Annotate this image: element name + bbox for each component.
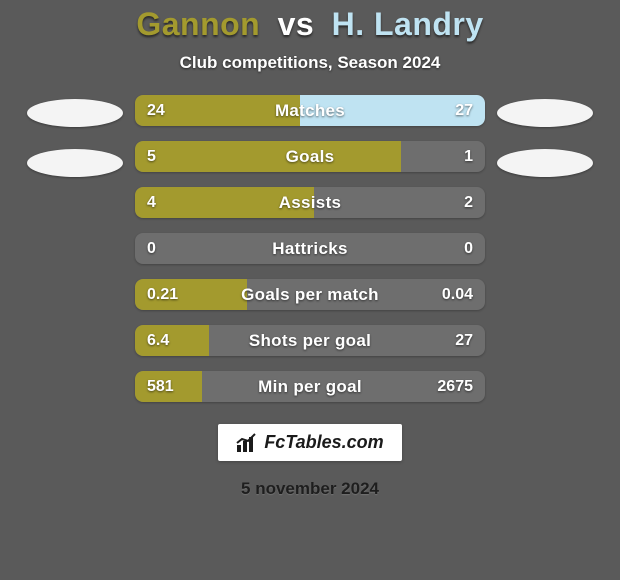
stats-area: 24Matches27 5Goals1 4Assists2 0Hattricks0 0.… <box>0 95 620 402</box>
stat-bar: 0Hattricks0 <box>135 233 485 264</box>
stat-right-value: 0.04 <box>442 279 473 310</box>
stat-label: Assists <box>135 187 485 218</box>
stat-label: Shots per goal <box>135 325 485 356</box>
stat-bar: 24Matches27 <box>135 95 485 126</box>
title: Gannon vs H. Landry <box>136 6 483 43</box>
chart-icon <box>236 433 258 453</box>
stat-label: Min per goal <box>135 371 485 402</box>
player-oval <box>497 149 593 177</box>
title-separator: vs <box>278 6 315 42</box>
stat-right-value: 2675 <box>437 371 473 402</box>
stat-right-value: 0 <box>464 233 473 264</box>
stat-label: Matches <box>135 95 485 126</box>
left-ovals-col <box>15 95 135 199</box>
stat-bar: 0.21Goals per match0.04 <box>135 279 485 310</box>
player-oval <box>497 99 593 127</box>
stat-label: Hattricks <box>135 233 485 264</box>
title-player1: Gannon <box>136 6 260 42</box>
stat-right-value: 1 <box>464 141 473 172</box>
player-oval <box>27 149 123 177</box>
stat-bar: 5Goals1 <box>135 141 485 172</box>
watermark-text: FcTables.com <box>264 432 383 453</box>
comparison-card: Gannon vs H. Landry Club competitions, S… <box>0 0 620 580</box>
right-ovals-col <box>485 95 605 199</box>
stat-right-value: 27 <box>455 325 473 356</box>
bars-col: 24Matches27 5Goals1 4Assists2 0Hattricks0 0.… <box>135 95 485 402</box>
date-text: 5 november 2024 <box>241 479 379 499</box>
stat-right-value: 27 <box>455 95 473 126</box>
stat-bar: 4Assists2 <box>135 187 485 218</box>
subtitle: Club competitions, Season 2024 <box>180 53 441 73</box>
stat-bar: 581Min per goal2675 <box>135 371 485 402</box>
stat-right-value: 2 <box>464 187 473 218</box>
title-player2: H. Landry <box>332 6 484 42</box>
stat-bar: 6.4Shots per goal27 <box>135 325 485 356</box>
stat-label: Goals <box>135 141 485 172</box>
player-oval <box>27 99 123 127</box>
stat-label: Goals per match <box>135 279 485 310</box>
watermark: FcTables.com <box>218 424 401 461</box>
